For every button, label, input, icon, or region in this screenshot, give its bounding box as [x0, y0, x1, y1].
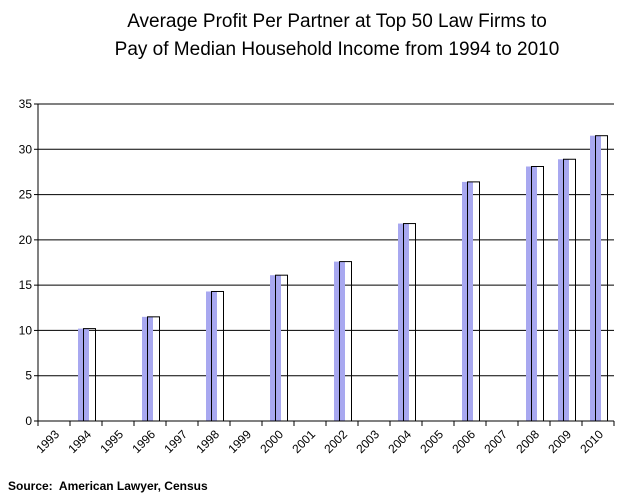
x-tick-label: 2001: [289, 427, 318, 456]
x-tick-label: 2007: [481, 427, 510, 456]
chart-title: Pay of Median Household Income from 1994…: [115, 39, 560, 60]
x-tick-label: 1993: [33, 427, 62, 456]
bar: [147, 316, 160, 422]
x-tick-label: 2002: [321, 427, 350, 456]
x-tick-label: 2004: [385, 427, 414, 456]
x-tick-label: 1998: [193, 427, 222, 456]
x-tick-label: 2009: [545, 427, 574, 456]
x-tick-label: 2010: [577, 427, 606, 456]
bar: [403, 223, 416, 422]
x-tick-label: 1994: [65, 427, 94, 456]
x-tick-label: 2005: [417, 427, 446, 456]
y-tick-label: 25: [19, 188, 33, 202]
bar: [531, 165, 544, 422]
x-tick-label: 2008: [513, 427, 542, 456]
y-tick-label: 5: [25, 369, 32, 383]
chart-title: Average Profit Per Partner at Top 50 Law…: [127, 11, 547, 32]
x-tick-label: 1995: [97, 427, 126, 456]
x-tick-label: 2000: [257, 427, 286, 456]
x-tick-label: 1997: [161, 427, 190, 456]
bar: [595, 135, 608, 422]
x-tick-label: 2003: [353, 427, 382, 456]
bar: [211, 290, 224, 422]
bar: [275, 274, 288, 422]
y-tick-label: 20: [19, 233, 33, 247]
x-tick-label: 1999: [225, 427, 254, 456]
y-tick-label: 30: [19, 142, 33, 156]
bar: [467, 181, 480, 422]
bar: [563, 158, 576, 422]
x-tick-label: 1996: [129, 427, 158, 456]
y-tick-label: 15: [19, 278, 33, 292]
y-tick-label: 35: [19, 97, 33, 111]
bar: [83, 328, 96, 422]
bar: [339, 261, 352, 422]
y-tick-label: 10: [19, 323, 33, 337]
source-note: Source: American Lawyer, Census: [8, 479, 208, 493]
x-tick-label: 2006: [449, 427, 478, 456]
y-tick-label: 0: [25, 414, 32, 428]
